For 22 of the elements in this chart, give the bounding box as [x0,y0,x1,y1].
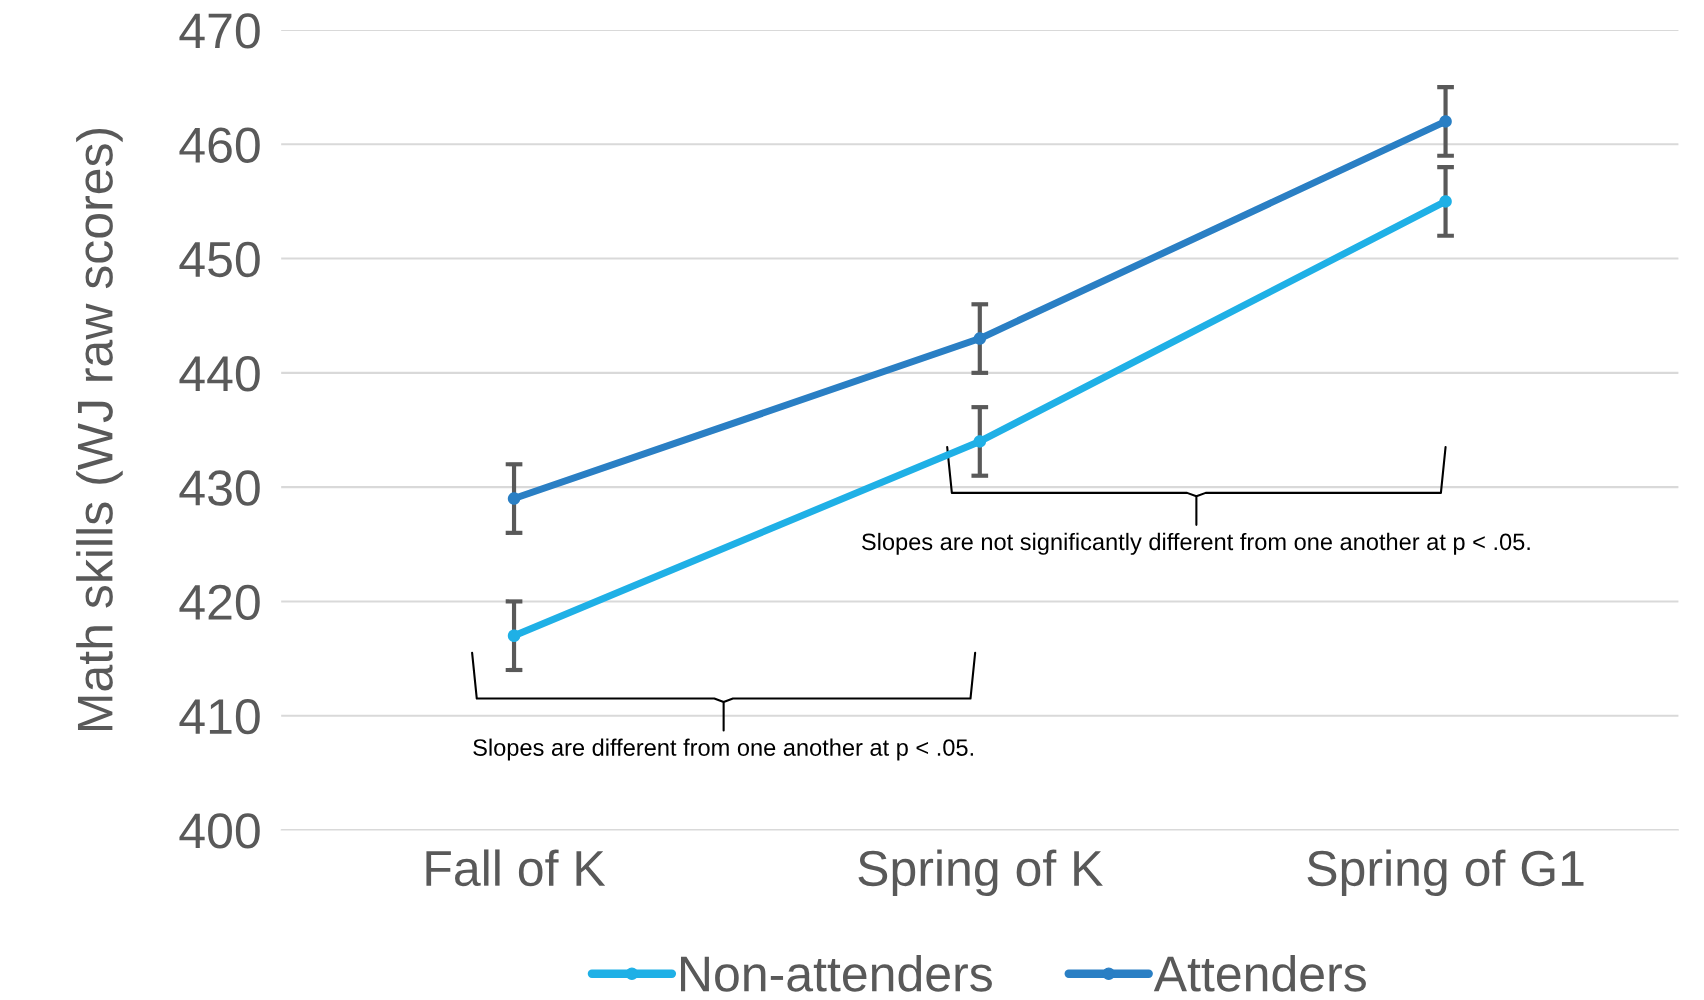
y-tick-label: 440 [179,356,260,392]
annotation: Slopes are different from one another at p < .05. [473,738,973,761]
point [507,492,521,505]
y-tick-label: 420 [179,584,260,621]
point [507,629,521,642]
annotation: Slopes are not significantly different from one another at p < .05. [862,532,1530,555]
point [1439,195,1452,208]
point [973,332,987,345]
y-axis-title: Math skills (WJ raw scores) [76,128,123,731]
y-tick-label: 430 [179,470,260,506]
legend-label: Attenders [1153,955,1366,992]
y-tick-label: 400 [179,813,260,849]
legend-label: Non-attenders [680,955,992,992]
y-tick-label: 410 [179,698,260,735]
x-tick-label: Spring of K [858,849,1103,897]
point [973,435,987,448]
point [1439,115,1452,128]
y-tick-label: 450 [179,241,260,278]
x-tick-label: Fall of K [426,849,606,887]
y-tick-label: 470 [179,13,260,49]
x-tick-label: Spring of G1 [1307,849,1584,897]
y-tick-label: 460 [179,127,260,163]
